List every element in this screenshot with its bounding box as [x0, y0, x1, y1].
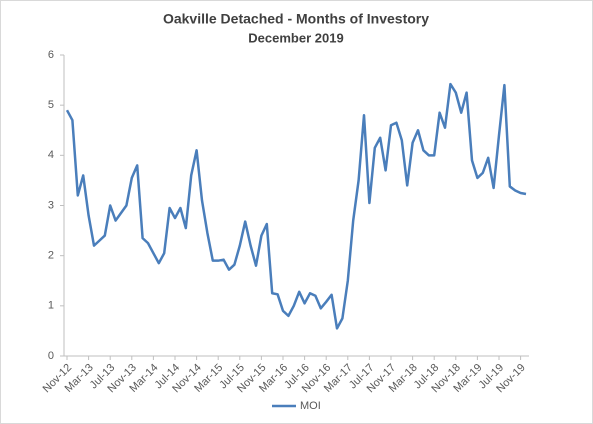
- y-tick-label: 1: [48, 300, 54, 312]
- y-tick-label: 6: [48, 49, 54, 61]
- y-tick-label: 5: [48, 99, 54, 111]
- legend-label: MOI: [300, 400, 321, 412]
- y-tick-label: 3: [48, 199, 54, 211]
- data-line: [65, 82, 527, 330]
- y-tick-label: 4: [48, 149, 54, 161]
- chart-subtitle: December 2019: [248, 30, 343, 45]
- y-tick-label: 0: [48, 350, 54, 362]
- chart-title: Oakville Detached - Months of Investory: [163, 11, 429, 27]
- y-tick-label: 2: [48, 250, 54, 262]
